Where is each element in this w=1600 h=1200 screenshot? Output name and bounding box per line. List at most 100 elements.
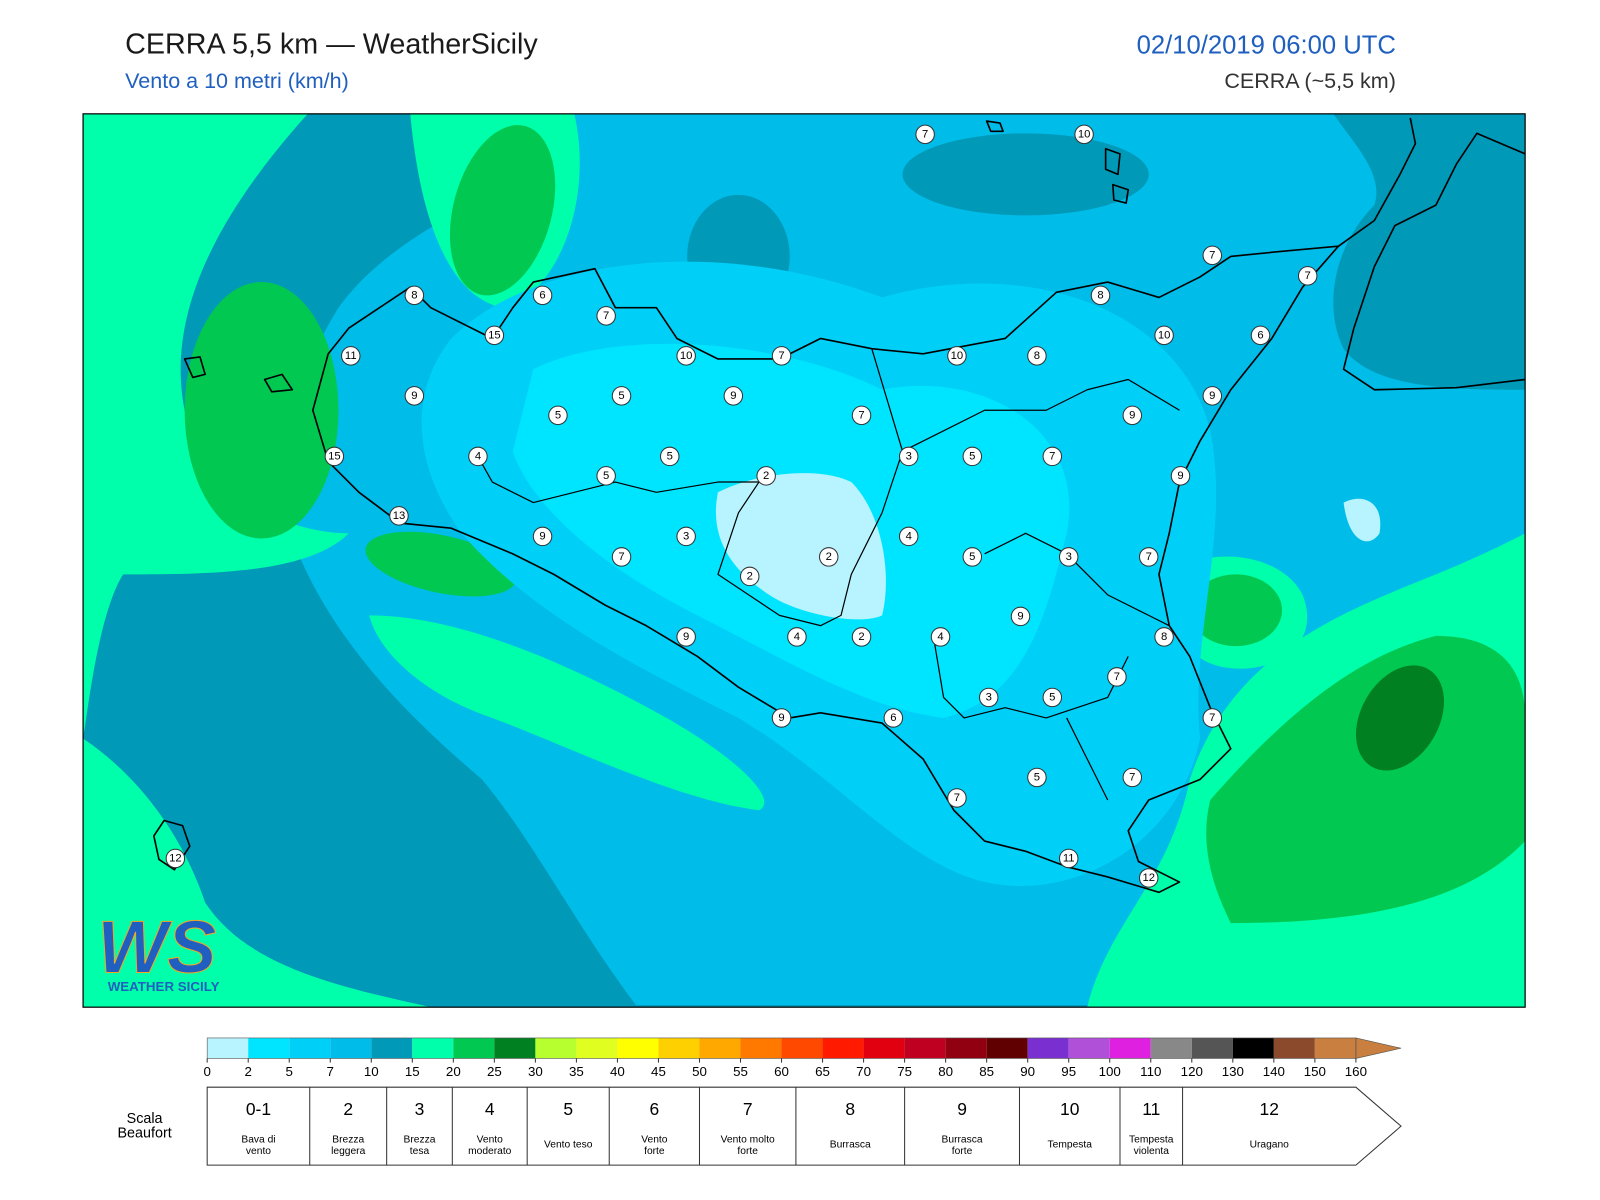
beaufort-number: 4: [485, 1099, 495, 1119]
field-zone: [449, 125, 556, 296]
colorbar-tick-label: 35: [569, 1064, 584, 1079]
colorbar-segment: [1068, 1037, 1110, 1059]
beaufort-description: Brezza: [404, 1135, 436, 1146]
beaufort-number: 7: [743, 1099, 753, 1119]
beaufort-description: forte: [737, 1146, 758, 1157]
beaufort-number: 10: [1060, 1099, 1080, 1119]
wind-station: [660, 446, 680, 467]
colorbar-tick-label: 5: [286, 1064, 293, 1079]
wind-station: [676, 526, 696, 547]
beaufort-description: forte: [952, 1146, 973, 1157]
wind-station: [596, 466, 616, 486]
beaufort-number: 8: [845, 1099, 855, 1119]
wind-station: [1010, 606, 1031, 627]
colorbar-segment: [1232, 1037, 1274, 1059]
station-value: 5: [1049, 691, 1055, 703]
station-value: 7: [1049, 450, 1055, 462]
colorbar-segment: [494, 1037, 536, 1059]
colorbar-tick-label: 70: [856, 1064, 871, 1079]
beaufort-number: 11: [1142, 1099, 1160, 1119]
field-zone: [1333, 113, 1526, 390]
wind-field: [83, 113, 1526, 1008]
colorbar-segment: [863, 1037, 905, 1059]
beaufort-number: 2: [343, 1099, 353, 1119]
field-zone: [83, 738, 431, 1008]
colorbar-segment: [822, 1037, 864, 1059]
wind-station: [1042, 446, 1063, 467]
station-value: 11: [345, 350, 357, 362]
colorbar-tick-label: 50: [692, 1064, 707, 1079]
colorbar-extension: [1355, 1037, 1402, 1059]
colorbar-segment: [699, 1037, 741, 1059]
colorbar-segment: [658, 1037, 700, 1059]
station-value: 5: [667, 450, 673, 462]
colorbar-tick-label: 7: [327, 1064, 334, 1079]
colorbar-tick-label: 25: [487, 1064, 502, 1079]
colorbar-tick-label: 90: [1020, 1064, 1035, 1079]
wind-station: [404, 285, 425, 306]
colorbar-segment: [1109, 1037, 1151, 1059]
colorbar-segment: [371, 1037, 413, 1059]
wind-station: [1027, 346, 1047, 366]
wind-station: [532, 526, 553, 547]
station-value: 12: [169, 852, 182, 864]
station-value: 7: [1129, 771, 1135, 783]
colorbar-segment: [1150, 1037, 1192, 1059]
wind-station: [1202, 386, 1223, 406]
wind-station: [1107, 667, 1127, 687]
colorbar-tick-label: 2: [244, 1064, 251, 1079]
station-value: 10: [1078, 128, 1091, 140]
wind-station: [611, 547, 632, 567]
beaufort-description: Burrasca: [942, 1135, 983, 1146]
beaufort-description: Vento: [641, 1135, 668, 1146]
station-value: 11: [1063, 852, 1075, 864]
colorbar-tick-label: 100: [1099, 1064, 1121, 1079]
station-value: 10: [1158, 329, 1171, 341]
station-value: 5: [969, 551, 975, 563]
wind-station: [484, 325, 505, 346]
wind-station: [930, 627, 951, 647]
colorbar-segment: [453, 1037, 495, 1059]
colorbar-segment: [207, 1037, 249, 1059]
wind-station: [1138, 868, 1159, 888]
station-value: 5: [555, 409, 561, 421]
beaufort-number: 3: [415, 1099, 425, 1119]
station-value: 7: [1114, 671, 1120, 683]
station-value: 7: [778, 350, 784, 362]
logo-name: WEATHER SICILY: [108, 979, 220, 994]
beaufort-description: Uragano: [1250, 1140, 1290, 1151]
field-zone: [83, 113, 349, 739]
field-zone: [1343, 498, 1381, 542]
colorbar-tick-label: 75: [897, 1064, 912, 1079]
station-value: 6: [539, 289, 545, 301]
wind-station: [771, 708, 792, 728]
beaufort-number: 12: [1260, 1099, 1279, 1119]
station-value: 9: [1209, 390, 1215, 402]
beaufort-number: 9: [957, 1099, 967, 1119]
colorbar-tick-label: 160: [1345, 1064, 1367, 1079]
station-value: 2: [747, 570, 753, 582]
wind-station: [851, 627, 872, 647]
station-value: 4: [475, 450, 481, 462]
wind-station: [611, 386, 632, 406]
wind-station: [532, 285, 553, 306]
wind-station: [676, 346, 696, 366]
station-value: 8: [1097, 289, 1103, 301]
island: [183, 120, 1130, 393]
colorbar-segment: [576, 1037, 618, 1059]
beaufort-description: forte: [644, 1146, 665, 1157]
station-value: 15: [488, 329, 501, 341]
beaufort-description: tesa: [410, 1146, 430, 1157]
station-value: 7: [922, 128, 928, 140]
station-value: 6: [1257, 329, 1263, 341]
wind-station: [1202, 708, 1223, 728]
colorbar-segment: [945, 1037, 987, 1059]
colorbar-segment: [617, 1037, 659, 1059]
station-value: 4: [794, 631, 800, 643]
station-value: 2: [858, 631, 864, 643]
wind-station: [324, 446, 345, 467]
logo-mark: WS: [97, 905, 216, 988]
station-value: 2: [763, 470, 769, 482]
colorbar-tick-label: 65: [815, 1064, 830, 1079]
colorbar-tick-label: 95: [1061, 1064, 1076, 1079]
